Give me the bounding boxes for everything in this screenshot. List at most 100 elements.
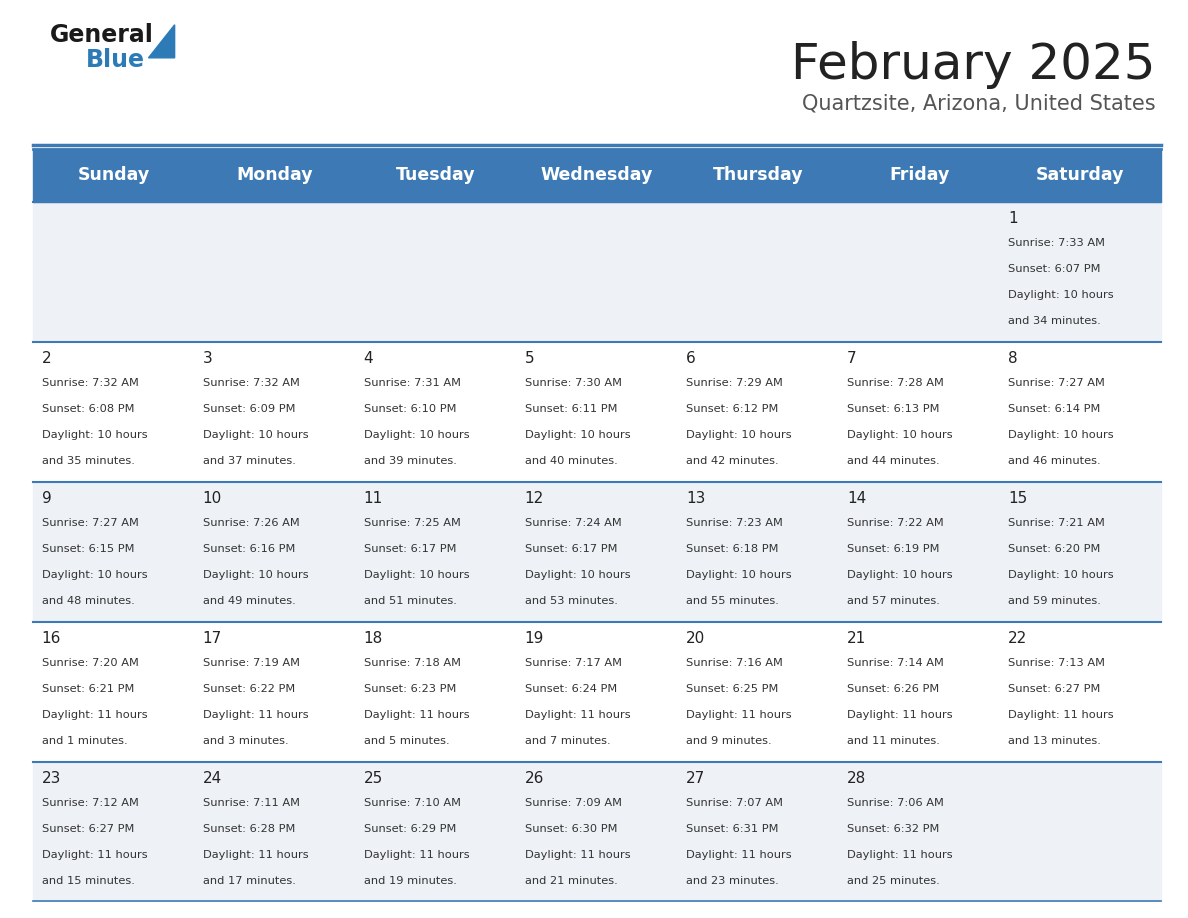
Text: and 49 minutes.: and 49 minutes. [203, 596, 296, 606]
Text: Sunrise: 7:31 AM: Sunrise: 7:31 AM [364, 378, 461, 388]
Text: Tuesday: Tuesday [396, 166, 475, 185]
Text: Sunset: 6:17 PM: Sunset: 6:17 PM [525, 544, 618, 554]
Text: and 57 minutes.: and 57 minutes. [847, 596, 940, 606]
Text: Sunset: 6:16 PM: Sunset: 6:16 PM [203, 544, 295, 554]
Text: Sunrise: 7:07 AM: Sunrise: 7:07 AM [685, 798, 783, 808]
Text: and 37 minutes.: and 37 minutes. [203, 456, 296, 465]
Text: Sunrise: 7:14 AM: Sunrise: 7:14 AM [847, 658, 943, 668]
Text: Sunset: 6:29 PM: Sunset: 6:29 PM [364, 823, 456, 834]
Text: Daylight: 10 hours: Daylight: 10 hours [1007, 430, 1113, 440]
Text: and 9 minutes.: and 9 minutes. [685, 735, 771, 745]
Text: General: General [50, 23, 153, 47]
Text: Quartzsite, Arizona, United States: Quartzsite, Arizona, United States [802, 94, 1156, 114]
Text: Sunset: 6:11 PM: Sunset: 6:11 PM [525, 404, 618, 414]
Text: Daylight: 10 hours: Daylight: 10 hours [203, 570, 308, 580]
Text: Daylight: 10 hours: Daylight: 10 hours [1007, 290, 1113, 300]
Text: Daylight: 10 hours: Daylight: 10 hours [42, 570, 147, 580]
Text: and 25 minutes.: and 25 minutes. [847, 876, 940, 886]
Text: and 40 minutes.: and 40 minutes. [525, 456, 618, 465]
Text: Sunset: 6:19 PM: Sunset: 6:19 PM [847, 544, 940, 554]
Text: Daylight: 10 hours: Daylight: 10 hours [364, 430, 469, 440]
Text: and 15 minutes.: and 15 minutes. [42, 876, 134, 886]
Text: 22: 22 [1007, 631, 1028, 646]
Text: Sunset: 6:07 PM: Sunset: 6:07 PM [1007, 264, 1100, 274]
Text: Sunset: 6:25 PM: Sunset: 6:25 PM [685, 684, 778, 694]
Text: Sunrise: 7:06 AM: Sunrise: 7:06 AM [847, 798, 943, 808]
Text: Daylight: 11 hours: Daylight: 11 hours [42, 710, 147, 720]
Text: 10: 10 [203, 491, 222, 506]
Text: Saturday: Saturday [1036, 166, 1124, 185]
Text: Daylight: 11 hours: Daylight: 11 hours [364, 850, 469, 859]
Text: Sunset: 6:31 PM: Sunset: 6:31 PM [685, 823, 778, 834]
Text: 20: 20 [685, 631, 704, 646]
Text: Daylight: 10 hours: Daylight: 10 hours [364, 570, 469, 580]
Text: Daylight: 11 hours: Daylight: 11 hours [1007, 710, 1113, 720]
Text: Wednesday: Wednesday [541, 166, 653, 185]
Text: 2: 2 [42, 351, 51, 366]
Text: Sunset: 6:22 PM: Sunset: 6:22 PM [203, 684, 295, 694]
Text: Sunrise: 7:29 AM: Sunrise: 7:29 AM [685, 378, 783, 388]
Text: 14: 14 [847, 491, 866, 506]
Text: Sunrise: 7:32 AM: Sunrise: 7:32 AM [203, 378, 299, 388]
Text: and 3 minutes.: and 3 minutes. [203, 735, 289, 745]
Text: Sunrise: 7:32 AM: Sunrise: 7:32 AM [42, 378, 139, 388]
Text: Sunrise: 7:20 AM: Sunrise: 7:20 AM [42, 658, 139, 668]
Text: 19: 19 [525, 631, 544, 646]
Text: Daylight: 11 hours: Daylight: 11 hours [525, 710, 631, 720]
Text: and 51 minutes.: and 51 minutes. [364, 596, 456, 606]
Text: 11: 11 [364, 491, 383, 506]
Text: Daylight: 10 hours: Daylight: 10 hours [847, 430, 953, 440]
Text: Sunrise: 7:22 AM: Sunrise: 7:22 AM [847, 518, 943, 528]
Text: and 7 minutes.: and 7 minutes. [525, 735, 611, 745]
Text: and 35 minutes.: and 35 minutes. [42, 456, 134, 465]
Text: and 5 minutes.: and 5 minutes. [364, 735, 449, 745]
Text: Daylight: 10 hours: Daylight: 10 hours [525, 430, 631, 440]
Text: Sunset: 6:17 PM: Sunset: 6:17 PM [364, 544, 456, 554]
Text: and 55 minutes.: and 55 minutes. [685, 596, 778, 606]
Text: Daylight: 11 hours: Daylight: 11 hours [364, 710, 469, 720]
Text: and 1 minutes.: and 1 minutes. [42, 735, 127, 745]
Text: 8: 8 [1007, 351, 1018, 366]
Text: Sunrise: 7:13 AM: Sunrise: 7:13 AM [1007, 658, 1105, 668]
Text: Sunset: 6:21 PM: Sunset: 6:21 PM [42, 684, 134, 694]
Text: and 39 minutes.: and 39 minutes. [364, 456, 456, 465]
Text: 25: 25 [364, 771, 383, 786]
Text: and 48 minutes.: and 48 minutes. [42, 596, 134, 606]
Text: Daylight: 11 hours: Daylight: 11 hours [42, 850, 147, 859]
Text: Sunrise: 7:27 AM: Sunrise: 7:27 AM [42, 518, 139, 528]
Text: 15: 15 [1007, 491, 1028, 506]
Text: Daylight: 11 hours: Daylight: 11 hours [847, 850, 953, 859]
Text: Sunset: 6:09 PM: Sunset: 6:09 PM [203, 404, 295, 414]
Text: Sunset: 6:24 PM: Sunset: 6:24 PM [525, 684, 617, 694]
Text: Thursday: Thursday [713, 166, 803, 185]
Text: Friday: Friday [889, 166, 949, 185]
Text: 24: 24 [203, 771, 222, 786]
Text: 7: 7 [847, 351, 857, 366]
Text: Daylight: 10 hours: Daylight: 10 hours [1007, 570, 1113, 580]
Text: Sunrise: 7:30 AM: Sunrise: 7:30 AM [525, 378, 621, 388]
Text: Sunset: 6:08 PM: Sunset: 6:08 PM [42, 404, 134, 414]
Text: Sunrise: 7:23 AM: Sunrise: 7:23 AM [685, 518, 783, 528]
Text: and 11 minutes.: and 11 minutes. [847, 735, 940, 745]
Text: 4: 4 [364, 351, 373, 366]
Text: Sunrise: 7:19 AM: Sunrise: 7:19 AM [203, 658, 299, 668]
Text: Blue: Blue [86, 48, 145, 72]
Text: Daylight: 10 hours: Daylight: 10 hours [42, 430, 147, 440]
Text: 21: 21 [847, 631, 866, 646]
Text: Sunrise: 7:16 AM: Sunrise: 7:16 AM [685, 658, 783, 668]
Text: Sunday: Sunday [77, 166, 150, 185]
Text: Sunset: 6:30 PM: Sunset: 6:30 PM [525, 823, 618, 834]
Text: February 2025: February 2025 [791, 41, 1156, 89]
Text: Sunset: 6:14 PM: Sunset: 6:14 PM [1007, 404, 1100, 414]
Text: Sunrise: 7:17 AM: Sunrise: 7:17 AM [525, 658, 621, 668]
Text: Sunrise: 7:12 AM: Sunrise: 7:12 AM [42, 798, 139, 808]
Text: and 46 minutes.: and 46 minutes. [1007, 456, 1100, 465]
Text: and 34 minutes.: and 34 minutes. [1007, 316, 1101, 326]
Text: Daylight: 11 hours: Daylight: 11 hours [203, 850, 308, 859]
Text: and 19 minutes.: and 19 minutes. [364, 876, 456, 886]
Text: Sunset: 6:27 PM: Sunset: 6:27 PM [1007, 684, 1100, 694]
Text: Sunrise: 7:21 AM: Sunrise: 7:21 AM [1007, 518, 1105, 528]
Text: Daylight: 10 hours: Daylight: 10 hours [525, 570, 631, 580]
Text: Daylight: 10 hours: Daylight: 10 hours [847, 570, 953, 580]
Text: 16: 16 [42, 631, 61, 646]
